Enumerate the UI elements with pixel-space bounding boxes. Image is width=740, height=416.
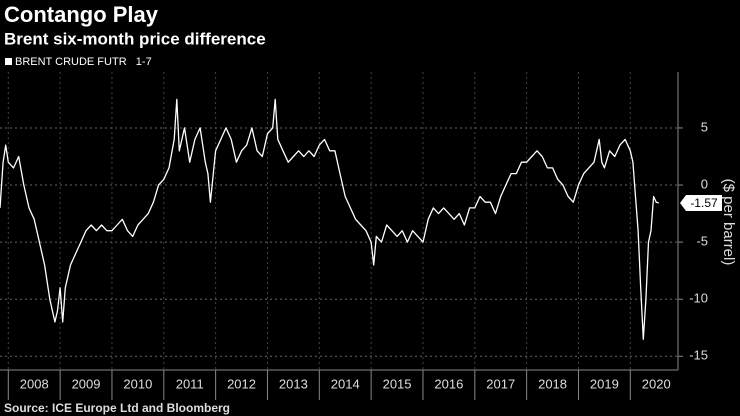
legend-label: BRENT CRUDE FUTR 1-7 bbox=[15, 56, 152, 68]
last-value-label: -1.57 bbox=[690, 196, 718, 210]
x-tick-label: 2018 bbox=[538, 376, 567, 391]
last-value-pointer bbox=[680, 194, 722, 211]
chart-title: Contango Play bbox=[4, 2, 159, 27]
chart-subtitle: Brent six-month price difference bbox=[4, 29, 266, 48]
y-axis-label: ($ per barrel) bbox=[720, 179, 737, 266]
x-tick-label: 2015 bbox=[383, 376, 412, 391]
x-tick-label: 2014 bbox=[331, 376, 360, 391]
y-tick-label: -10 bbox=[689, 291, 708, 306]
x-tick-label: 2020 bbox=[642, 376, 671, 391]
x-tick-label: 2009 bbox=[72, 376, 101, 391]
y-tick-label: -5 bbox=[696, 234, 708, 249]
x-tick-label: 2016 bbox=[434, 376, 463, 391]
x-tick-label: 2010 bbox=[123, 376, 152, 391]
y-tick-label: -15 bbox=[689, 348, 708, 363]
line bbox=[0, 98, 659, 340]
x-tick-label: 2008 bbox=[20, 376, 49, 391]
y-tick-label: 0 bbox=[701, 176, 708, 191]
legend-swatch bbox=[5, 58, 12, 65]
x-tick-label: 2017 bbox=[486, 376, 515, 391]
x-tick-label: 2012 bbox=[227, 376, 256, 391]
x-tick-label: 2019 bbox=[590, 376, 619, 391]
x-tick-label: 2011 bbox=[176, 376, 204, 391]
y-tick-label: 5 bbox=[701, 119, 708, 134]
source: Source: ICE Europe Ltd and Bloomberg bbox=[4, 401, 230, 415]
x-tick-label: 2013 bbox=[279, 376, 308, 391]
